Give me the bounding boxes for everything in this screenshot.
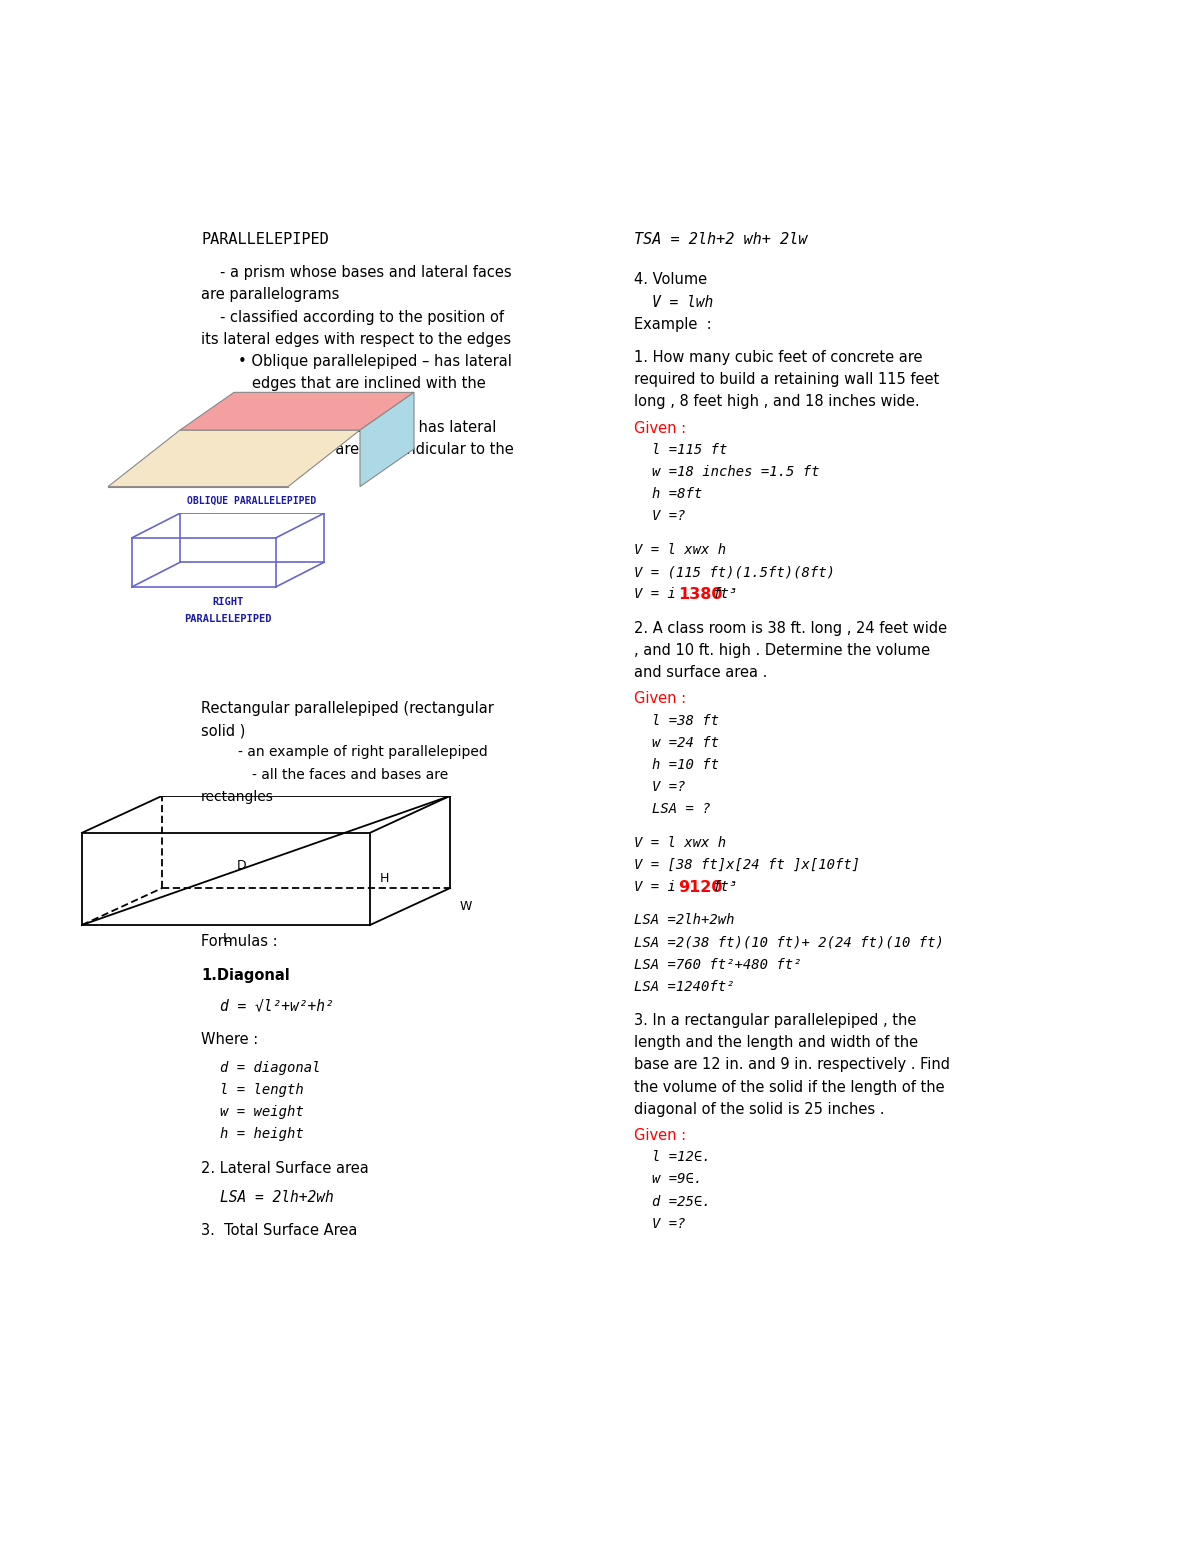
Text: V = l xwx h: V = l xwx h	[634, 544, 726, 558]
Text: LSA =760 ft²+480 ft²: LSA =760 ft²+480 ft²	[634, 958, 802, 972]
Text: 4. Volume: 4. Volume	[634, 272, 707, 287]
Text: solid ): solid )	[202, 724, 246, 738]
Text: LSA =2(38 ft)(10 ft)+ 2(24 ft)(10 ft): LSA =2(38 ft)(10 ft)+ 2(24 ft)(10 ft)	[634, 935, 943, 949]
Text: • Oblique parallelepiped – has lateral: • Oblique parallelepiped – has lateral	[239, 354, 512, 368]
Text: w =9∈.: w =9∈.	[653, 1173, 702, 1186]
Text: diagonal of the solid is 25 inches .: diagonal of the solid is 25 inches .	[634, 1101, 884, 1117]
Text: h =8ft: h =8ft	[653, 488, 702, 502]
Text: V =?: V =?	[653, 1216, 685, 1230]
Text: the volume of the solid if the length of the: the volume of the solid if the length of…	[634, 1079, 944, 1095]
Text: long , 8 feet high , and 18 inches wide.: long , 8 feet high , and 18 inches wide.	[634, 394, 919, 410]
Text: V =?: V =?	[653, 780, 685, 794]
Text: are parallelograms: are parallelograms	[202, 287, 340, 303]
Text: - classified according to the position of: - classified according to the position o…	[220, 309, 504, 325]
Text: RIGHT: RIGHT	[212, 596, 244, 607]
Text: D: D	[238, 859, 247, 873]
Text: d = diagonal: d = diagonal	[220, 1061, 320, 1075]
Text: edges that are inclined with the: edges that are inclined with the	[252, 376, 486, 391]
Text: Given :: Given :	[634, 691, 685, 707]
Polygon shape	[108, 430, 360, 486]
Text: 3. In a rectangular parallelepiped , the: 3. In a rectangular parallelepiped , the	[634, 1013, 916, 1028]
Text: edges that are perpendicular to the: edges that are perpendicular to the	[252, 443, 514, 457]
Text: d =25∈.: d =25∈.	[653, 1194, 710, 1208]
Text: Formulas :: Formulas :	[202, 935, 277, 949]
Text: V = l xwx h: V = l xwx h	[634, 836, 726, 849]
Text: V = i: V = i	[634, 881, 676, 895]
Text: base are 12 in. and 9 in. respectively . Find: base are 12 in. and 9 in. respectively .…	[634, 1058, 949, 1073]
Text: Rectangular parallelepiped (rectangular: Rectangular parallelepiped (rectangular	[202, 700, 494, 716]
Text: required to build a retaining wall 115 feet: required to build a retaining wall 115 f…	[634, 373, 938, 387]
Text: 1380: 1380	[678, 587, 722, 603]
Text: V = i: V = i	[634, 587, 676, 601]
Text: l =115 ft: l =115 ft	[653, 443, 727, 457]
Polygon shape	[180, 393, 414, 430]
Text: V =?: V =?	[653, 509, 685, 523]
Text: l = length: l = length	[220, 1082, 304, 1096]
Polygon shape	[360, 393, 414, 486]
Text: - a prism whose bases and lateral faces: - a prism whose bases and lateral faces	[220, 266, 511, 280]
Text: h =10 ft: h =10 ft	[653, 758, 719, 772]
Text: d = √l²+w²+h²: d = √l²+w²+h²	[220, 999, 334, 1014]
Text: 2. Lateral Surface area: 2. Lateral Surface area	[202, 1162, 368, 1176]
Text: - an example of right parallelepiped: - an example of right parallelepiped	[239, 745, 488, 759]
Text: V = lwh: V = lwh	[653, 295, 714, 309]
Text: W: W	[460, 901, 472, 913]
Text: length and the length and width of the: length and the length and width of the	[634, 1036, 918, 1050]
Text: LSA =2lh+2wh: LSA =2lh+2wh	[634, 913, 734, 927]
Text: rectangles: rectangles	[202, 789, 274, 803]
Text: LSA =1240ft²: LSA =1240ft²	[634, 980, 734, 994]
Text: 1.Diagonal: 1.Diagonal	[202, 968, 290, 983]
Text: PARALLELEPIPED: PARALLELEPIPED	[185, 613, 271, 624]
Text: Example  :: Example :	[634, 317, 712, 332]
Text: LSA = ?: LSA = ?	[653, 801, 710, 815]
Text: 2. A class room is 38 ft. long , 24 feet wide: 2. A class room is 38 ft. long , 24 feet…	[634, 621, 947, 635]
Text: Where :: Where :	[202, 1033, 258, 1047]
Text: Given :: Given :	[634, 421, 685, 436]
Text: LSA = 2lh+2wh: LSA = 2lh+2wh	[220, 1190, 334, 1205]
Text: bases: bases	[252, 398, 295, 413]
Text: 3.  Total Surface Area: 3. Total Surface Area	[202, 1224, 358, 1238]
Text: OBLIQUE PARALLELEPIPED: OBLIQUE PARALLELEPIPED	[187, 495, 317, 506]
Text: H: H	[379, 873, 389, 885]
Text: - all the faces and bases are: - all the faces and bases are	[252, 767, 449, 781]
Text: and surface area .: and surface area .	[634, 665, 767, 680]
Text: w = weight: w = weight	[220, 1106, 304, 1120]
Text: PARALLELEPIPED: PARALLELEPIPED	[202, 231, 329, 247]
Text: w =18 inches =1.5 ft: w =18 inches =1.5 ft	[653, 466, 820, 480]
Text: , and 10 ft. high . Determine the volume: , and 10 ft. high . Determine the volume	[634, 643, 930, 658]
Text: V = (115 ft)(1.5ft)(8ft): V = (115 ft)(1.5ft)(8ft)	[634, 565, 835, 579]
Text: ft³: ft³	[713, 587, 738, 601]
Text: Given :: Given :	[634, 1127, 685, 1143]
Text: its lateral edges with respect to the edges: its lateral edges with respect to the ed…	[202, 332, 511, 346]
Text: w =24 ft: w =24 ft	[653, 736, 719, 750]
Text: TSA = 2lh+2 wh+ 2lw: TSA = 2lh+2 wh+ 2lw	[634, 231, 806, 247]
Text: • Right  parallelepiped - has lateral: • Right parallelepiped - has lateral	[239, 421, 497, 435]
Text: L: L	[222, 932, 229, 946]
Text: bases .: bases .	[252, 464, 305, 480]
Text: h = height: h = height	[220, 1127, 304, 1141]
Text: l =12∈.: l =12∈.	[653, 1151, 710, 1165]
Text: ft³: ft³	[713, 881, 738, 895]
Text: 1. How many cubic feet of concrete are: 1. How many cubic feet of concrete are	[634, 349, 922, 365]
Text: V = [38 ft]x[24 ft ]x[10ft]: V = [38 ft]x[24 ft ]x[10ft]	[634, 857, 859, 871]
Text: 9120: 9120	[678, 881, 722, 895]
Text: l =38 ft: l =38 ft	[653, 713, 719, 728]
